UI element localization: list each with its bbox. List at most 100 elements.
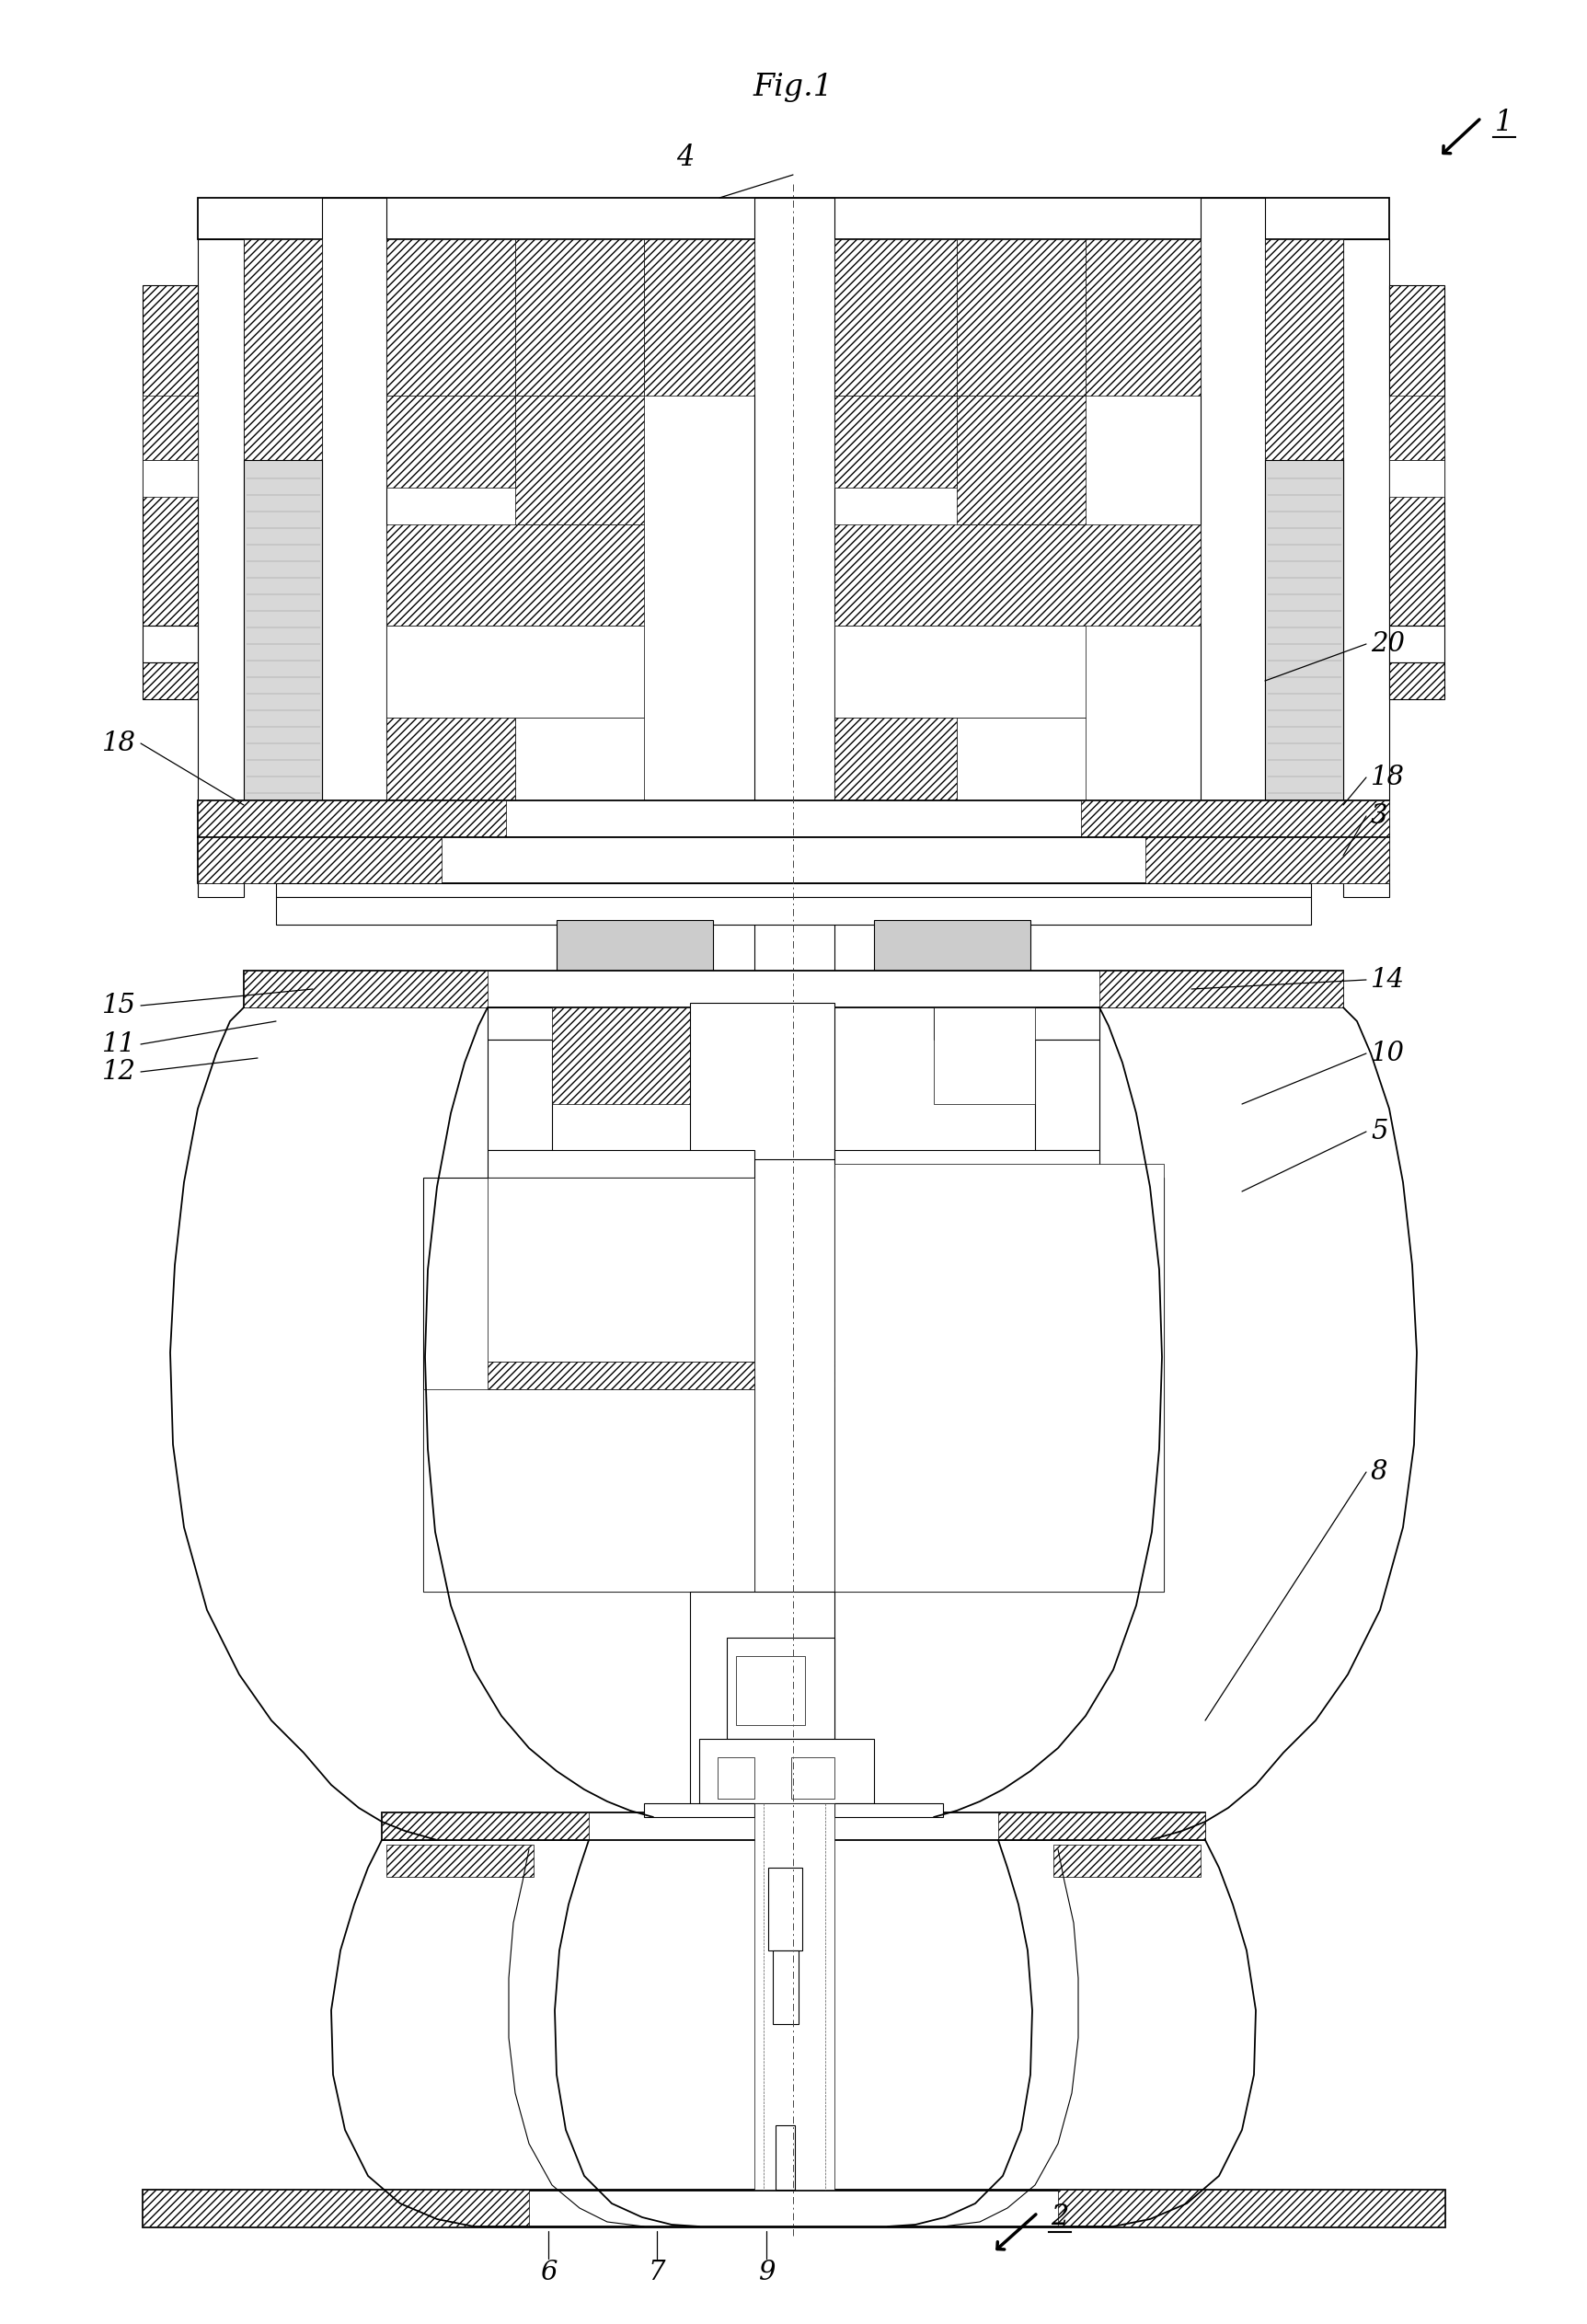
- Polygon shape: [1389, 662, 1444, 700]
- Polygon shape: [386, 1845, 533, 1878]
- Polygon shape: [690, 1004, 835, 1160]
- Polygon shape: [1086, 239, 1201, 395]
- Text: 18: 18: [1371, 765, 1404, 790]
- Polygon shape: [933, 1006, 1035, 1104]
- Polygon shape: [957, 239, 1086, 395]
- Polygon shape: [1146, 837, 1389, 883]
- Polygon shape: [736, 1657, 805, 1724]
- Polygon shape: [717, 1757, 754, 1799]
- Text: 8: 8: [1371, 1459, 1387, 1485]
- Polygon shape: [1054, 1845, 1201, 1878]
- Polygon shape: [957, 395, 1086, 525]
- Polygon shape: [198, 799, 1389, 837]
- Polygon shape: [1389, 625, 1444, 662]
- Polygon shape: [198, 837, 441, 883]
- Text: 15: 15: [102, 992, 136, 1018]
- Polygon shape: [768, 1868, 803, 1950]
- Polygon shape: [754, 198, 835, 1004]
- Text: 11: 11: [102, 1032, 136, 1057]
- Polygon shape: [1389, 395, 1444, 460]
- Polygon shape: [143, 2189, 1444, 2226]
- Polygon shape: [754, 1803, 835, 2189]
- Polygon shape: [1343, 239, 1389, 897]
- Polygon shape: [998, 1813, 1205, 1841]
- Polygon shape: [792, 1757, 835, 1799]
- Polygon shape: [1389, 286, 1444, 625]
- Polygon shape: [835, 718, 957, 799]
- Polygon shape: [1035, 1039, 1100, 1150]
- Polygon shape: [727, 1638, 835, 1738]
- Polygon shape: [487, 1362, 754, 1390]
- Polygon shape: [516, 239, 644, 395]
- Text: 3: 3: [1371, 804, 1387, 830]
- Polygon shape: [835, 239, 957, 395]
- Polygon shape: [835, 1150, 1100, 1178]
- Polygon shape: [382, 1813, 589, 1841]
- Polygon shape: [835, 1803, 943, 1817]
- Polygon shape: [835, 1178, 1100, 1362]
- Polygon shape: [322, 198, 386, 897]
- Polygon shape: [386, 525, 644, 625]
- Polygon shape: [1389, 460, 1444, 497]
- Polygon shape: [1081, 799, 1389, 837]
- Polygon shape: [835, 1362, 1100, 1390]
- Polygon shape: [143, 395, 198, 460]
- Text: 18: 18: [102, 730, 136, 755]
- Polygon shape: [1100, 971, 1343, 1006]
- Polygon shape: [516, 395, 644, 525]
- Polygon shape: [386, 625, 644, 718]
- Polygon shape: [143, 662, 198, 700]
- Polygon shape: [874, 920, 1030, 976]
- Polygon shape: [835, 395, 957, 488]
- Text: 6: 6: [540, 2259, 557, 2284]
- Text: Fig.1: Fig.1: [752, 72, 833, 102]
- Polygon shape: [487, 1006, 654, 1039]
- Polygon shape: [487, 1178, 754, 1362]
- Polygon shape: [835, 1178, 1163, 1592]
- Text: 9: 9: [759, 2259, 774, 2284]
- Polygon shape: [382, 1813, 1205, 1841]
- Text: 7: 7: [649, 2259, 665, 2284]
- Polygon shape: [835, 525, 1201, 625]
- Text: 5: 5: [1371, 1118, 1387, 1143]
- Polygon shape: [424, 1178, 754, 1592]
- Polygon shape: [1059, 2189, 1444, 2226]
- Polygon shape: [386, 239, 516, 395]
- Polygon shape: [244, 971, 1343, 1006]
- Polygon shape: [1265, 460, 1343, 799]
- Polygon shape: [644, 1803, 754, 1817]
- Polygon shape: [557, 920, 713, 976]
- Polygon shape: [1201, 198, 1265, 897]
- Text: 1: 1: [1495, 109, 1512, 137]
- Polygon shape: [198, 198, 1389, 239]
- Polygon shape: [143, 286, 198, 625]
- Polygon shape: [198, 799, 506, 837]
- Polygon shape: [776, 2124, 795, 2189]
- Text: 14: 14: [1371, 967, 1404, 992]
- Polygon shape: [198, 837, 1389, 883]
- Polygon shape: [487, 1039, 552, 1150]
- Polygon shape: [516, 718, 644, 799]
- Polygon shape: [835, 1164, 1163, 1592]
- Polygon shape: [276, 883, 1311, 897]
- Text: 2: 2: [1051, 2203, 1068, 2231]
- Polygon shape: [244, 971, 487, 1006]
- Polygon shape: [552, 1006, 754, 1104]
- Polygon shape: [276, 897, 1311, 925]
- Text: 4: 4: [676, 144, 695, 172]
- Polygon shape: [773, 1950, 798, 2024]
- Polygon shape: [386, 718, 516, 799]
- Polygon shape: [487, 1150, 754, 1178]
- Text: 20: 20: [1371, 632, 1404, 658]
- Polygon shape: [143, 625, 198, 662]
- Polygon shape: [424, 1390, 754, 1592]
- Polygon shape: [143, 460, 198, 497]
- Polygon shape: [700, 1738, 874, 1803]
- Polygon shape: [957, 718, 1086, 799]
- Polygon shape: [644, 239, 754, 395]
- Polygon shape: [690, 1592, 835, 1813]
- Polygon shape: [933, 1006, 1100, 1039]
- Text: 10: 10: [1371, 1041, 1404, 1067]
- Polygon shape: [386, 395, 516, 488]
- Polygon shape: [143, 2189, 528, 2226]
